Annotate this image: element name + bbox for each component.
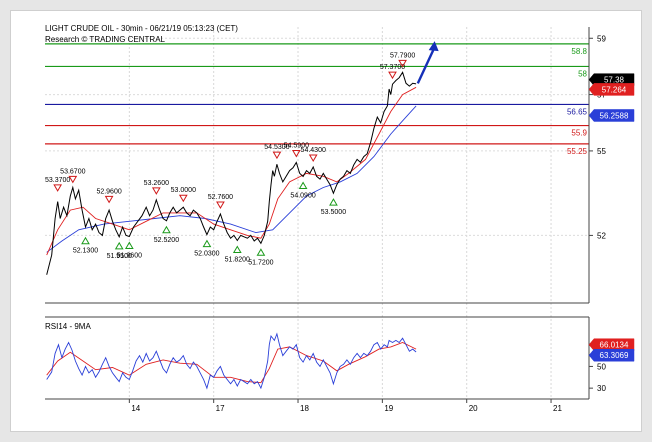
level-label: 55.25: [567, 147, 588, 156]
current-price-tag-label: 57.38: [604, 76, 625, 85]
trough-label: 52.0300: [194, 251, 219, 258]
x-tick-label: 20: [469, 404, 478, 413]
level-label: 55.9: [571, 129, 587, 138]
projection-arrow-head: [428, 41, 439, 52]
trough-marker: [81, 236, 90, 245]
rsi-ma-line: [46, 342, 417, 384]
peak-label: 57.7900: [390, 52, 415, 59]
peak-marker: [388, 71, 397, 80]
peak-label: 53.0000: [171, 187, 196, 194]
ma-fast-line: [46, 86, 417, 256]
trough-label: 51.9600: [117, 253, 142, 260]
level-label: 58: [578, 69, 587, 78]
peak-marker: [178, 194, 188, 203]
peak-label: 53.6700: [60, 168, 85, 175]
rsi-value-tag-box: [588, 348, 635, 362]
ma-slow-line: [46, 105, 417, 253]
x-tick-label: 19: [384, 404, 393, 413]
rsi-y-tick-label: 50: [597, 362, 606, 371]
x-tick-label: 14: [131, 404, 140, 413]
axes-layer: 141718192021595755525030: [45, 27, 606, 413]
trough-marker: [298, 181, 308, 190]
trough-marker: [256, 248, 266, 256]
peak-label: 57.3700: [380, 64, 405, 71]
grid-layer: [45, 27, 589, 399]
levels-layer: 58.8 58 56.65 55.9 55.25: [45, 43, 589, 156]
y-tick-label: 55: [597, 147, 606, 156]
series-layer: [46, 41, 439, 275]
chart-frame: 58.8 58 56.65 55.9 55.25 53.3700 53.6700 52.96…: [10, 10, 642, 432]
peak-marker: [272, 151, 282, 160]
rsi-line: [46, 332, 417, 390]
x-tick-label: 18: [300, 404, 309, 413]
ma-fast-value-tag-box: [588, 83, 635, 96]
trough-marker: [114, 241, 124, 250]
trough-label: 52.5200: [154, 237, 179, 244]
peak-marker: [68, 175, 78, 184]
trough-label: 51.7200: [248, 259, 273, 266]
peak-marker: [398, 59, 407, 68]
peak-label: 54.5900: [284, 142, 309, 149]
ma-slow-value-tag: 56.2588: [588, 109, 635, 122]
x-tick-label: 17: [216, 404, 225, 413]
rsi-ma-value-tag-box: [588, 338, 635, 351]
ma-fast-value-tag-label: 57.264: [602, 85, 627, 94]
peak-marker: [216, 201, 225, 209]
rsi-value-tag-label: 63.3069: [600, 351, 629, 360]
trough-label: 54.0900: [290, 193, 315, 200]
y-tick-label: 52: [597, 231, 606, 240]
price-line: [46, 71, 417, 275]
trough-marker: [162, 225, 171, 234]
peak-label: 52.7600: [208, 194, 233, 201]
trough-label: 51.8200: [225, 256, 250, 263]
trough-label: 52.1300: [73, 248, 98, 255]
peak-label: 53.2600: [144, 180, 169, 187]
level-label: 58.8: [571, 47, 587, 56]
x-tick-label: 21: [553, 404, 562, 413]
chart-svg: 58.8 58 56.65 55.9 55.25 53.3700 53.6700 52.96…: [45, 24, 635, 413]
trough-label: 53.5000: [321, 209, 346, 216]
peak-label: 54.5300: [264, 144, 289, 151]
trough-label: 51.9500: [107, 253, 132, 260]
projection-arrow-shaft: [416, 46, 436, 84]
chart-title: LIGHT CRUDE OIL - 30min - 06/21/19 05:13…: [45, 24, 238, 33]
peak-marker: [53, 184, 63, 192]
peak-marker: [151, 187, 161, 195]
ma-fast-value-tag: 57.264: [588, 83, 635, 96]
peak-label: 52.9600: [96, 188, 121, 195]
trough-marker: [202, 239, 212, 248]
rsi-title: RSI14 - 9MA: [45, 322, 91, 331]
rsi-ma-value-tag: 66.0134: [588, 338, 635, 351]
level-label: 56.65: [567, 107, 588, 116]
peak-marker: [104, 195, 114, 204]
ma-slow-value-tag-label: 56.2588: [600, 111, 629, 120]
peak-label: 53.3700: [45, 177, 70, 184]
trough-marker: [329, 198, 338, 206]
trough-marker: [232, 245, 242, 253]
trough-marker: [124, 241, 134, 250]
rsi-ma-value-tag-label: 66.0134: [600, 341, 629, 350]
peak-label: 54.4300: [301, 147, 326, 154]
chart-subtitle: Research © TRADING CENTRAL: [45, 35, 166, 44]
rsi-y-tick-label: 30: [597, 384, 606, 393]
rsi-layer: [46, 332, 417, 390]
y-tick-label: 59: [597, 34, 606, 43]
peak-marker: [308, 154, 318, 162]
rsi-value-tag: 63.3069: [588, 348, 635, 362]
peak-marker: [291, 149, 301, 158]
ma-slow-value-tag-box: [588, 109, 635, 122]
